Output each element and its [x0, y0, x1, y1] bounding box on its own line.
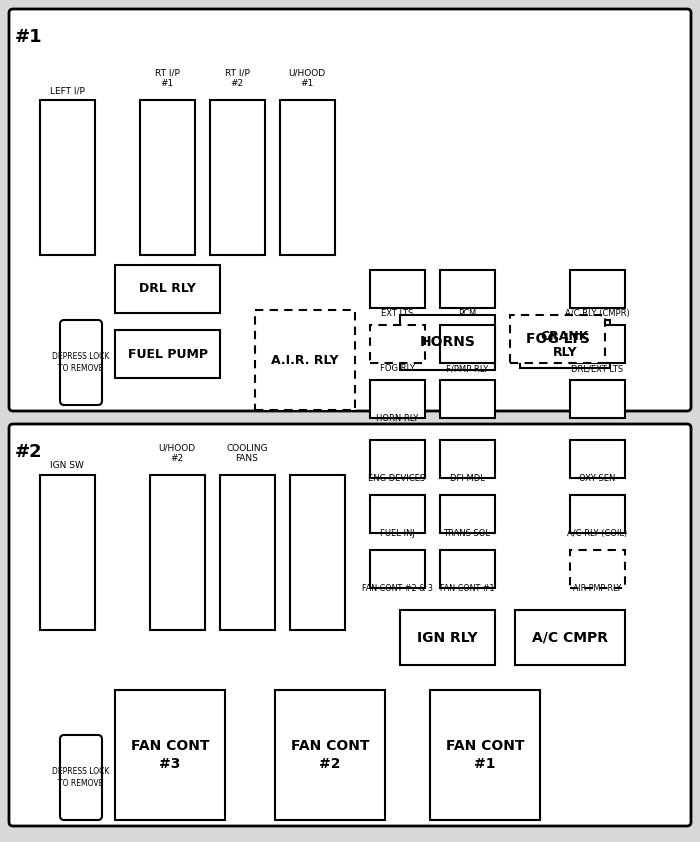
Bar — [210, 100, 265, 255]
Text: CRANK
RLY: CRANK RLY — [541, 329, 589, 359]
Text: A.I.R. RLY: A.I.R. RLY — [272, 354, 339, 366]
Text: HORNS: HORNS — [419, 335, 475, 349]
Bar — [515, 610, 625, 665]
Text: FOG LTS: FOG LTS — [526, 332, 589, 346]
Bar — [280, 100, 335, 255]
FancyBboxPatch shape — [9, 9, 691, 411]
Text: DRL RLY: DRL RLY — [139, 283, 196, 296]
Bar — [370, 380, 425, 418]
Bar — [440, 270, 495, 308]
Text: IGN SW: IGN SW — [50, 461, 84, 470]
Bar — [255, 310, 355, 410]
Bar — [140, 100, 195, 255]
Text: A/C RLY (CMPR): A/C RLY (CMPR) — [565, 309, 629, 318]
FancyBboxPatch shape — [60, 735, 102, 820]
Bar — [440, 380, 495, 418]
Text: HORN RLY: HORN RLY — [376, 414, 418, 423]
Bar — [370, 270, 425, 308]
Text: FOG RLY: FOG RLY — [379, 364, 414, 373]
Bar — [440, 550, 495, 588]
Bar — [570, 550, 625, 588]
Bar — [570, 325, 625, 363]
Text: FAN CONT
#1: FAN CONT #1 — [446, 739, 524, 770]
Bar — [115, 690, 225, 820]
Text: A/C RLY (COIL): A/C RLY (COIL) — [567, 529, 627, 538]
Bar — [520, 320, 610, 368]
Bar — [440, 325, 495, 363]
Bar — [40, 100, 95, 255]
Text: U/HOOD
#2: U/HOOD #2 — [158, 444, 195, 463]
Text: AIR PMP RLY: AIR PMP RLY — [573, 584, 621, 593]
Text: #2: #2 — [15, 443, 43, 461]
Text: FAN CONT #2 & 3: FAN CONT #2 & 3 — [362, 584, 433, 593]
Bar — [220, 475, 275, 630]
Bar — [440, 495, 495, 533]
Text: LEFT I/P: LEFT I/P — [50, 86, 85, 95]
FancyBboxPatch shape — [9, 424, 691, 826]
Text: RT I/P
#1: RT I/P #1 — [155, 68, 179, 88]
Bar — [115, 330, 220, 378]
Bar — [370, 440, 425, 478]
Bar — [370, 325, 425, 363]
Text: DEPRESS LOCK
TO REMOVE: DEPRESS LOCK TO REMOVE — [52, 353, 110, 372]
Bar — [570, 270, 625, 308]
Bar — [570, 495, 625, 533]
Bar — [370, 550, 425, 588]
Text: FAN CONT
#2: FAN CONT #2 — [290, 739, 370, 770]
Text: FUEL PUMP: FUEL PUMP — [127, 348, 207, 360]
Text: DFI MDL: DFI MDL — [449, 474, 484, 483]
Text: F/PMP RLY: F/PMP RLY — [446, 364, 488, 373]
Bar — [400, 610, 495, 665]
Text: FAN CONT #1: FAN CONT #1 — [440, 584, 494, 593]
Bar — [40, 475, 95, 630]
Bar — [510, 315, 605, 363]
Bar — [370, 495, 425, 533]
Text: OXY SEN: OXY SEN — [579, 474, 615, 483]
Bar — [400, 315, 495, 370]
Bar — [275, 690, 385, 820]
Bar — [440, 440, 495, 478]
Text: ENG DEVICES: ENG DEVICES — [368, 474, 426, 483]
Text: #1: #1 — [15, 28, 43, 46]
Bar — [290, 475, 345, 630]
Text: TRANS SOL: TRANS SOL — [444, 529, 491, 538]
Bar — [150, 475, 205, 630]
Text: A/C CMPR: A/C CMPR — [532, 631, 608, 644]
Text: PCM: PCM — [458, 309, 476, 318]
Bar — [430, 690, 540, 820]
Text: FAN CONT
#3: FAN CONT #3 — [131, 739, 209, 770]
Text: COOLING
FANS: COOLING FANS — [226, 444, 268, 463]
Text: U/HOOD
#1: U/HOOD #1 — [288, 68, 326, 88]
Bar — [115, 265, 220, 313]
Text: IGN RLY: IGN RLY — [417, 631, 478, 644]
Text: RT I/P
#2: RT I/P #2 — [225, 68, 249, 88]
Bar — [570, 440, 625, 478]
Text: EXT LTS: EXT LTS — [381, 309, 413, 318]
Text: DRL/EXT LTS: DRL/EXT LTS — [571, 364, 623, 373]
FancyBboxPatch shape — [60, 320, 102, 405]
Text: DEPRESS LOCK
TO REMOVE: DEPRESS LOCK TO REMOVE — [52, 767, 110, 787]
Text: FUEL INJ: FUEL INJ — [379, 529, 414, 538]
Bar — [570, 380, 625, 418]
